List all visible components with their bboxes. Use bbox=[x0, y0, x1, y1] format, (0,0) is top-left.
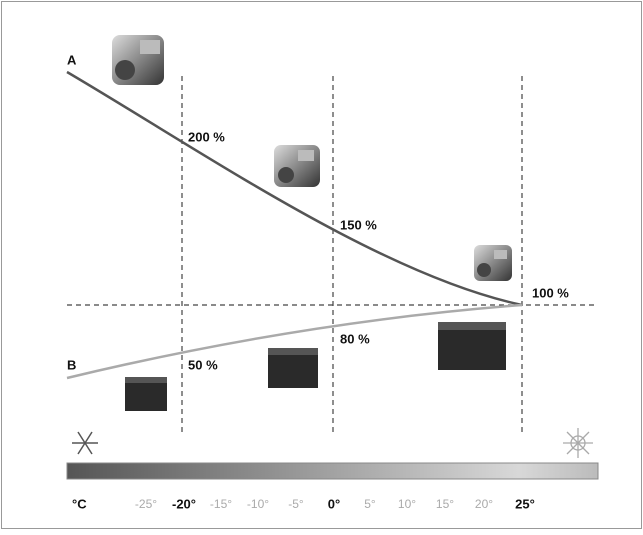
snowflake-icon bbox=[72, 432, 98, 454]
percent-label: 150 % bbox=[340, 217, 377, 232]
tick-label: -25° bbox=[135, 497, 157, 511]
tick-label: 10° bbox=[398, 497, 416, 511]
temperature-bar bbox=[67, 463, 598, 479]
battery-icon bbox=[438, 322, 506, 370]
percent-label: 100 % bbox=[532, 285, 569, 300]
curve-label: A bbox=[67, 52, 77, 67]
unit-label: °C bbox=[72, 496, 87, 511]
frame bbox=[2, 2, 642, 529]
tick-label: -15° bbox=[210, 497, 232, 511]
curve-a bbox=[67, 72, 522, 305]
diagram: A B 200 % 150 % 100 % 50 % 80 % °C -25° … bbox=[0, 0, 643, 530]
percent-label: 50 % bbox=[188, 357, 218, 372]
tick-label: 5° bbox=[364, 497, 376, 511]
sun-icon bbox=[563, 428, 593, 458]
tick-label: 15° bbox=[436, 497, 454, 511]
percent-label: 80 % bbox=[340, 331, 370, 346]
battery-icon bbox=[125, 377, 167, 411]
engine-icon bbox=[474, 245, 512, 281]
tick-label: -20° bbox=[172, 496, 196, 511]
tick-label: 0° bbox=[328, 496, 340, 511]
engine-icon bbox=[112, 35, 164, 85]
tick-label: -5° bbox=[288, 497, 304, 511]
engine-icon bbox=[274, 145, 320, 187]
curve-label: B bbox=[67, 357, 76, 372]
battery-icon bbox=[268, 348, 318, 388]
percent-label: 200 % bbox=[188, 129, 225, 144]
tick-label: 25° bbox=[515, 496, 535, 511]
tick-label: 20° bbox=[475, 497, 493, 511]
tick-label: -10° bbox=[247, 497, 269, 511]
